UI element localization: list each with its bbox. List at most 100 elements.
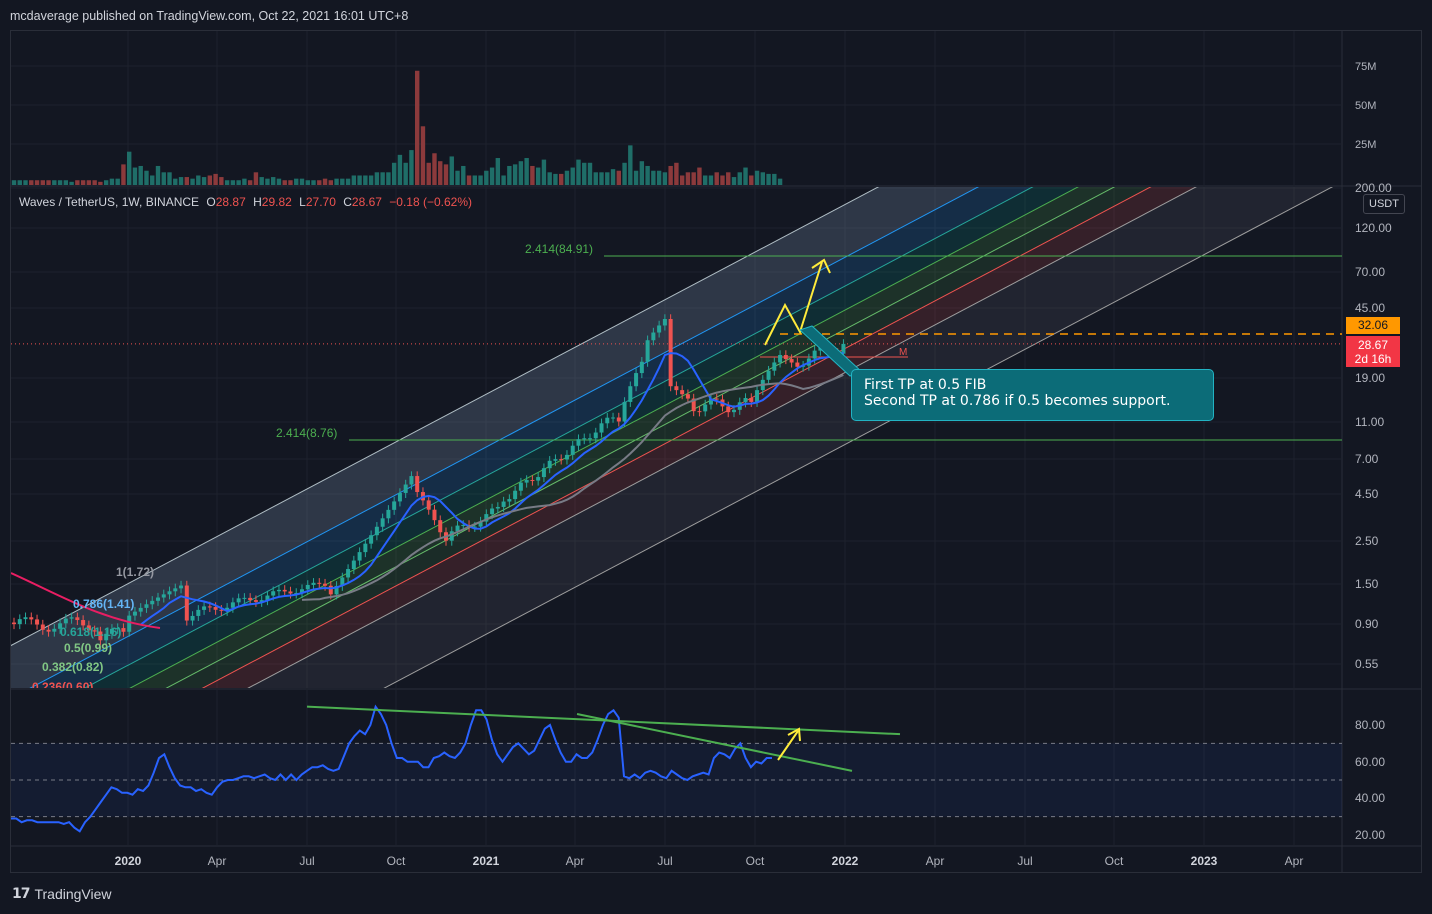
candle-body-121 [708, 398, 713, 405]
candle-body-68 [403, 484, 408, 493]
candle-body-95 [559, 459, 564, 461]
candle-body-135 [789, 359, 794, 363]
candle-body-4 [35, 619, 40, 625]
candle-body-53 [317, 582, 322, 584]
volume-bar-9 [63, 180, 69, 185]
candle-body-54 [323, 583, 328, 586]
rsi-pane [11, 704, 1342, 833]
fib-label-0: 1(1.72) [116, 565, 154, 579]
volume-bar-57 [340, 178, 345, 185]
ma-fast-line [140, 351, 844, 626]
symbol-legend: Waves / TetherUS, 1W, BINANCE O28.87 H29… [19, 195, 472, 209]
projection-arrowhead [811, 258, 831, 274]
time-tick-0: 2020 [115, 854, 142, 868]
candle-body-30 [184, 585, 189, 621]
candle-body-46 [276, 589, 281, 592]
volume-bar-67 [397, 154, 403, 185]
candle-body-29 [179, 585, 184, 589]
volume-bar-64 [380, 172, 385, 185]
volume-bar-13 [86, 180, 92, 185]
price-tick-3: 45.00 [1355, 301, 1385, 315]
candle-body-14 [92, 630, 97, 632]
channel-line-4 [165, 187, 1116, 688]
volume-bar-100 [587, 162, 593, 185]
close-label: C [343, 195, 352, 209]
volume-bar-112 [656, 170, 662, 185]
candle-body-85 [501, 501, 506, 507]
volume-bar-26 [161, 172, 166, 185]
volume-bar-111 [651, 170, 656, 185]
horizontal-levels: M 2.414(84.91) 2.414(8.76) [11, 242, 1342, 441]
candle-body-60 [357, 552, 362, 561]
volume-bar-99 [582, 162, 587, 185]
volume-bar-56 [334, 178, 339, 185]
candle-body-9 [63, 618, 68, 624]
volume-bar-69 [409, 150, 414, 185]
candle-body-19 [121, 628, 126, 632]
volume-bar-23 [144, 170, 149, 185]
volume-bar-86 [507, 165, 512, 185]
volume-bar-62 [368, 175, 374, 185]
price-tick-2: 70.00 [1355, 265, 1385, 279]
candle-body-127 [743, 398, 748, 403]
volume-bar-2 [23, 180, 28, 185]
candle-body-72 [426, 500, 431, 510]
volume-bar-7 [52, 180, 57, 185]
candle-body-40 [242, 597, 247, 599]
candle-body-133 [778, 354, 783, 363]
candle-body-24 [150, 600, 155, 605]
currency-selector[interactable]: USDT [1363, 194, 1405, 214]
rsi-tick-3: 20.00 [1355, 828, 1385, 842]
candle-body-88 [518, 482, 523, 491]
volume-bar-74 [438, 161, 443, 185]
volume-bar-125 [731, 177, 737, 185]
volume-bar-32 [196, 175, 201, 185]
candle-body-80 [472, 526, 477, 528]
volume-bar-40 [242, 178, 247, 185]
publisher-line: mcdaverage published on TradingView.com,… [10, 9, 409, 23]
candle-body-97 [570, 445, 575, 455]
candle-body-31 [190, 615, 195, 621]
volume-bar-35 [213, 173, 218, 185]
annotation-callout[interactable]: First TP at 0.5 FIB Second TP at 0.786 i… [851, 369, 1214, 421]
volume-bar-122 [714, 172, 719, 185]
candle-body-2 [23, 617, 28, 620]
candle-body-73 [432, 509, 437, 521]
candle-body-16 [104, 633, 109, 641]
volume-bar-21 [132, 167, 138, 185]
volume-bar-129 [754, 170, 760, 185]
candle-body-132 [772, 362, 777, 371]
volume-bar-121 [708, 175, 714, 185]
volume-tick-2: 25M [1355, 139, 1376, 151]
candle-body-38 [230, 602, 235, 608]
candle-body-62 [369, 535, 374, 544]
candle-body-55 [328, 585, 333, 595]
time-tick-13: Apr [1285, 854, 1304, 868]
volume-bar-109 [639, 161, 645, 185]
volume-bar-107 [628, 145, 633, 185]
volume-bar-120 [703, 175, 708, 185]
volume-bar-82 [484, 170, 489, 185]
candle-body-104 [611, 417, 616, 419]
candle-body-56 [334, 585, 339, 595]
volume-bar-127 [743, 167, 748, 185]
candle-body-78 [461, 524, 466, 526]
volume-bar-61 [363, 175, 368, 185]
channel-band-4 [166, 187, 1151, 688]
candle-body-110 [645, 340, 650, 362]
rsi-arrow-shaft [777, 730, 799, 761]
volume-bar-29 [178, 177, 184, 185]
volume-bar-116 [679, 175, 685, 185]
volume-bar-1 [17, 180, 22, 185]
candle-body-8 [58, 623, 63, 629]
candle-body-57 [340, 577, 345, 586]
candle-body-105 [616, 417, 621, 422]
time-tick-9: Apr [926, 854, 945, 868]
time-tick-11: Oct [1105, 854, 1124, 868]
volume-bar-22 [138, 165, 143, 185]
tradingview-footer[interactable]: 17 TradingView [12, 886, 112, 902]
volume-bar-84 [495, 158, 501, 185]
volume-bar-79 [466, 175, 472, 185]
candle-body-96 [564, 454, 569, 460]
